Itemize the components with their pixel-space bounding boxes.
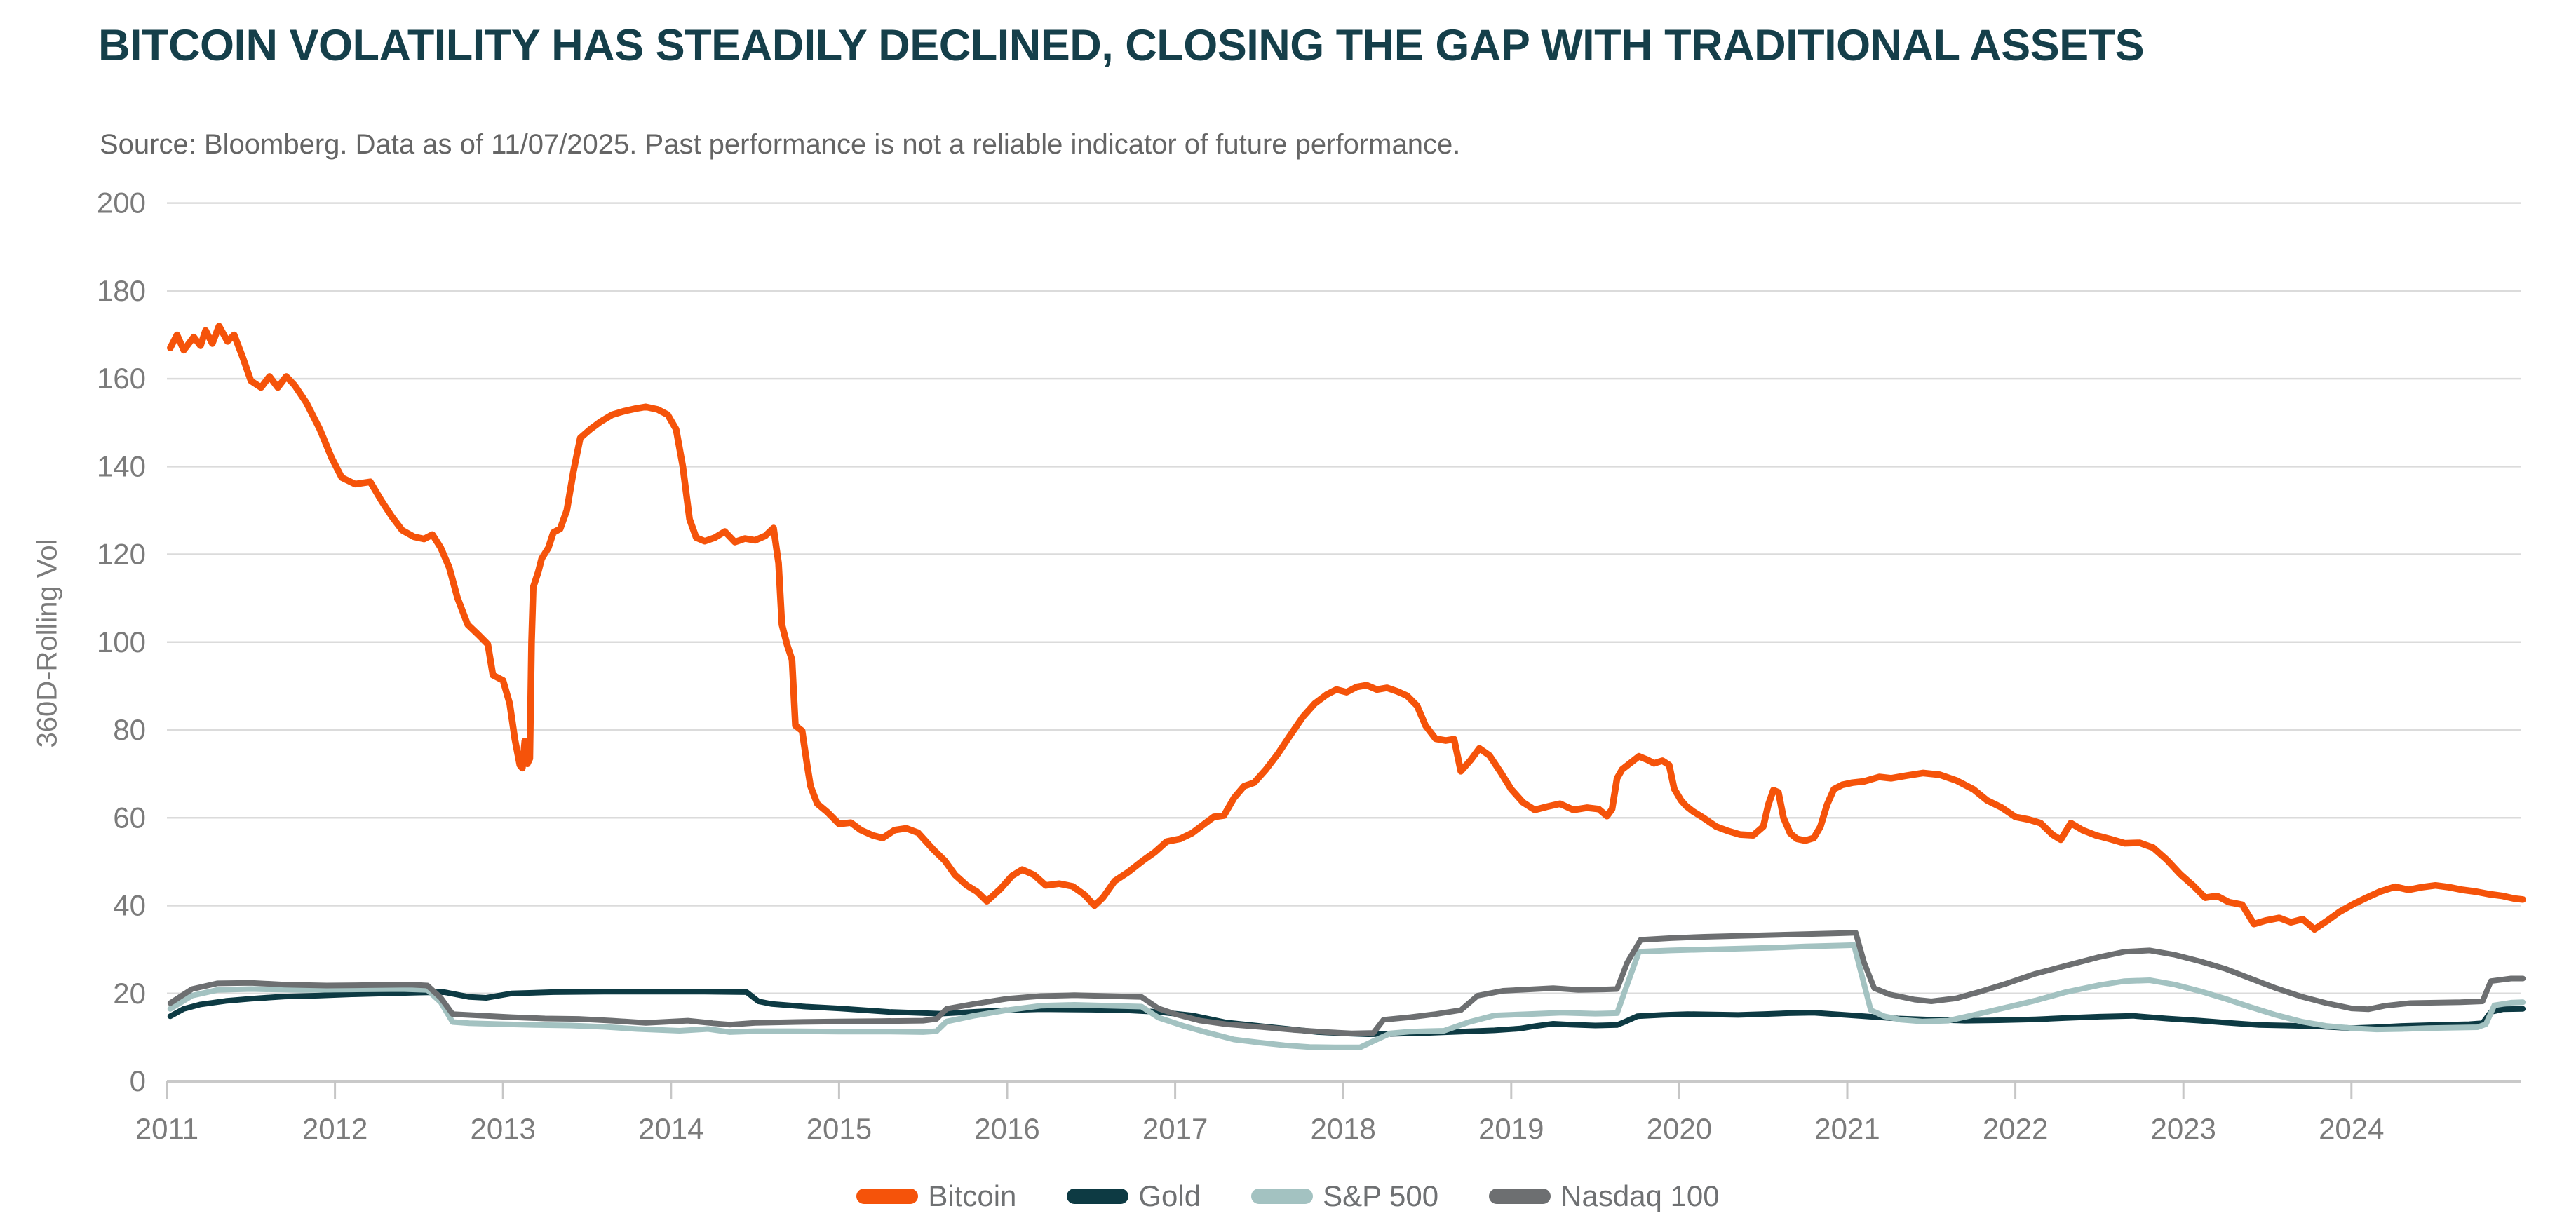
legend-item-gold: Gold bbox=[1067, 1179, 1201, 1213]
y-tick-label-0: 0 bbox=[130, 1064, 146, 1097]
chart-source-note: Source: Bloomberg. Data as of 11/07/2025… bbox=[100, 129, 1461, 160]
legend-label: Bitcoin bbox=[928, 1179, 1017, 1212]
x-tick-label-2018: 2018 bbox=[1310, 1112, 1375, 1145]
x-tick-label-2011: 2011 bbox=[135, 1112, 198, 1145]
x-tick-label-2012: 2012 bbox=[302, 1112, 367, 1145]
legend-label: Gold bbox=[1138, 1179, 1201, 1212]
y-tick-label-100: 100 bbox=[97, 625, 146, 658]
y-tick-label-120: 120 bbox=[97, 538, 146, 571]
legend-swatch-icon bbox=[1251, 1189, 1314, 1204]
series-line-nasdaq-100 bbox=[167, 930, 2526, 1036]
x-tick-label-2024: 2024 bbox=[2319, 1112, 2384, 1145]
x-tick-label-2016: 2016 bbox=[974, 1112, 1039, 1145]
y-tick-label-140: 140 bbox=[97, 449, 146, 482]
legend-item-s-p-500: S&P 500 bbox=[1251, 1179, 1438, 1213]
x-tick-label-2022: 2022 bbox=[1983, 1112, 2048, 1145]
y-tick-label-60: 60 bbox=[113, 801, 146, 834]
series-line-s-p-500 bbox=[167, 942, 2526, 1050]
legend-swatch-icon bbox=[1489, 1189, 1551, 1204]
series-line-bitcoin bbox=[167, 323, 2526, 933]
legend-label: Nasdaq 100 bbox=[1560, 1179, 1720, 1212]
x-tick-label-2013: 2013 bbox=[470, 1112, 535, 1145]
x-tick-label-2021: 2021 bbox=[1814, 1112, 1880, 1145]
y-tick-label-180: 180 bbox=[97, 274, 146, 307]
y-tick-label-40: 40 bbox=[113, 889, 146, 922]
x-tick-label-2020: 2020 bbox=[1647, 1112, 1712, 1145]
x-tick-label-2015: 2015 bbox=[807, 1112, 872, 1145]
x-tick-label-2019: 2019 bbox=[1478, 1112, 1544, 1145]
legend-swatch-icon bbox=[1067, 1189, 1129, 1204]
chart-legend: Bitcoin Gold S&P 500 Nasdaq 100 bbox=[0, 1175, 2576, 1217]
legend-swatch-icon bbox=[856, 1189, 919, 1204]
y-tick-label-160: 160 bbox=[97, 362, 146, 395]
y-tick-label-200: 200 bbox=[97, 187, 146, 219]
y-tick-label-20: 20 bbox=[113, 977, 146, 1010]
x-tick-label-2017: 2017 bbox=[1142, 1112, 1208, 1145]
series-line-gold bbox=[167, 989, 2526, 1037]
legend-item-bitcoin: Bitcoin bbox=[856, 1179, 1016, 1213]
y-tick-label-80: 80 bbox=[113, 713, 146, 746]
legend-label: S&P 500 bbox=[1323, 1179, 1439, 1212]
x-tick-label-2014: 2014 bbox=[638, 1112, 703, 1145]
chart-title: BITCOIN VOLATILITY HAS STEADILY DECLINED… bbox=[98, 21, 2145, 70]
legend-item-nasdaq-100: Nasdaq 100 bbox=[1489, 1179, 1720, 1213]
x-tick-label-2023: 2023 bbox=[2150, 1112, 2216, 1145]
